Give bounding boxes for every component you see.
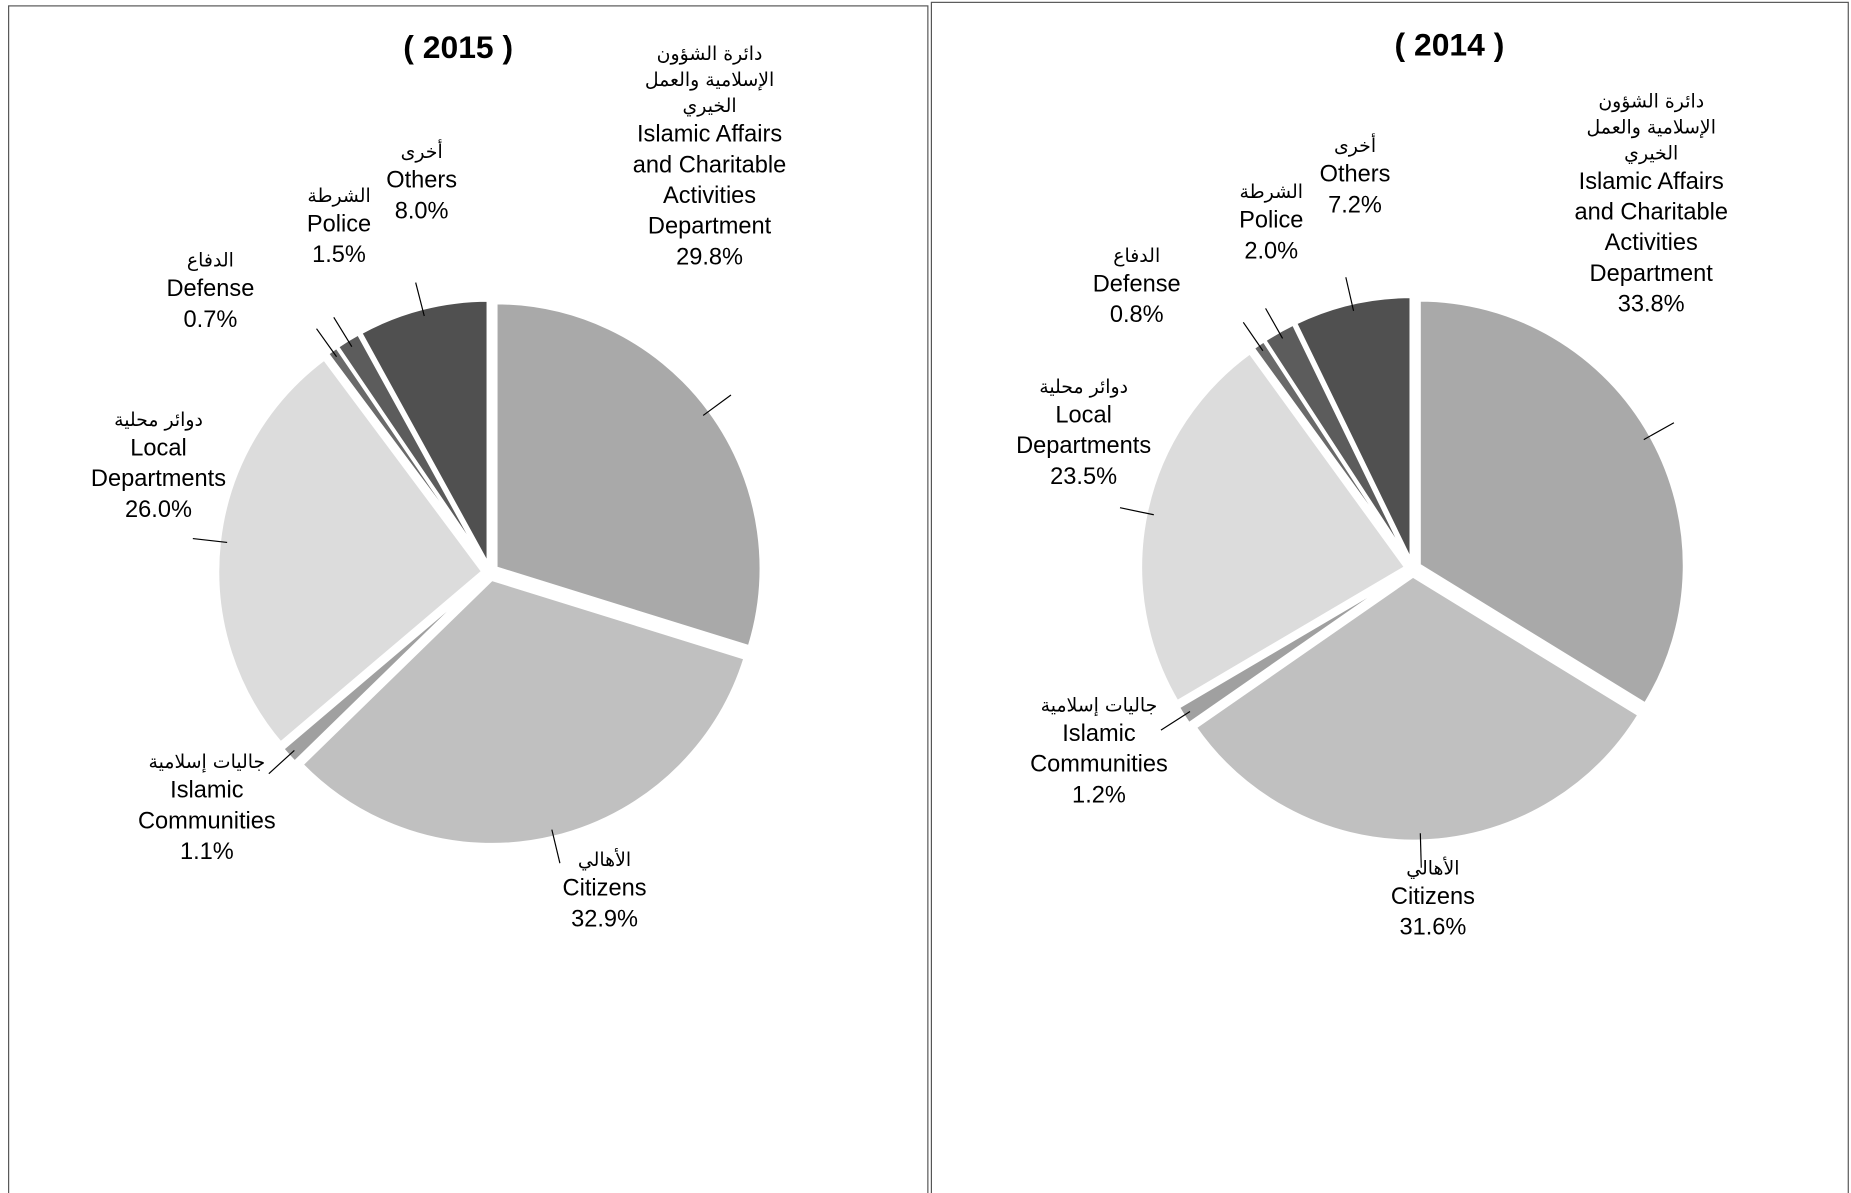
- panel-frame: [8, 5, 929, 1193]
- slice-label-box: الشرطة Police 1.5%: [256, 183, 421, 270]
- value-label: 0.7%: [183, 306, 238, 333]
- slice-label: الشرطة Police 1.5%: [256, 183, 421, 270]
- label-english: Police: [306, 211, 372, 238]
- slice-label: دوائر محلية Local Departments 23.5%: [972, 374, 1196, 492]
- label-arabic: الشرطة: [307, 184, 371, 207]
- label-english: Islamic Communities: [138, 777, 276, 835]
- label-english: Islamic Communities: [1030, 720, 1168, 778]
- label-arabic: دائرة الشؤون الإسلامية والعمل الخيري: [644, 42, 775, 117]
- label-arabic: جاليات إسلامية: [1040, 693, 1158, 717]
- slice-label: جاليات إسلامية Islamic Communities 1.1%: [95, 749, 319, 867]
- value-label: 29.8%: [676, 244, 744, 271]
- label-english: Islamic Affairs and Charitable Activitie…: [632, 121, 787, 240]
- leader-line: [268, 749, 295, 775]
- label-english: Others: [386, 167, 458, 194]
- label-arabic: الدفاع: [1113, 244, 1161, 267]
- label-arabic: أخرى: [400, 140, 443, 163]
- label-english: Islamic Affairs and Charitable Activitie…: [1574, 168, 1728, 287]
- slice-label-box: دائرة الشؤون الإسلامية والعمل الخيريIsla…: [1539, 89, 1763, 320]
- label-english: Police: [1239, 207, 1304, 234]
- label-english: Defense: [1092, 271, 1181, 298]
- label-arabic: الدفاع: [186, 248, 234, 272]
- leader-line: [333, 316, 353, 347]
- slice-label: الشرطة Police 2.0%: [1189, 179, 1354, 266]
- slice-label-box: الدفاع Defense 0.7%: [116, 248, 305, 335]
- slice-label: الدفاع Defense 0.7%: [116, 248, 305, 335]
- slice-label: أخرى Others 7.2%: [1272, 133, 1437, 220]
- slice-label: دائرة الشؤون الإسلامية والعمل الخيري Isla…: [597, 41, 821, 272]
- leader-line: [1119, 507, 1154, 516]
- slice-label-box: جاليات إسلامية Islamic Communities 1.1%: [95, 749, 319, 867]
- slice-label: دوائر محلية Local Departments 26.0%: [46, 407, 270, 525]
- value-label: 8.0%: [394, 198, 449, 225]
- slice-label: الأهالي Citizens 31.6%: [1339, 856, 1528, 943]
- slice-label-box: دوائر محلية Local Departments 23.5%: [972, 374, 1196, 492]
- value-label: 33.8%: [1617, 291, 1685, 318]
- slice-label-box: دائرة الشؤون الإسلامية والعمل الخيريIsla…: [597, 41, 821, 272]
- label-arabic: دائرة الشؤون الإسلامية والعمل الخيري: [1586, 89, 1716, 165]
- label-english: Local Departments: [1016, 402, 1152, 460]
- slice-label-box: جاليات إسلامية Islamic Communities 1.2%: [987, 693, 1211, 811]
- label-arabic: دوائر محلية: [1039, 375, 1129, 398]
- leader-line: [1643, 422, 1675, 441]
- value-label: 26.0%: [125, 496, 192, 523]
- label-arabic: دوائر محلية: [114, 408, 203, 431]
- leader-line: [1419, 833, 1422, 868]
- label-english: Citizens: [1390, 883, 1475, 910]
- leader-line: [1265, 308, 1284, 339]
- label-english: Citizens: [562, 875, 647, 902]
- label-arabic: الأهالي: [1406, 856, 1460, 880]
- slice-label-box: الشرطة Police 2.0%: [1189, 179, 1354, 266]
- panel-frame: [930, 1, 1849, 1193]
- slice-label: جاليات إسلامية Islamic Communities 1.2%: [987, 693, 1211, 811]
- value-label: 23.5%: [1050, 463, 1118, 490]
- label-english: Defense: [166, 276, 255, 303]
- leader-line: [415, 282, 425, 317]
- slice-label-box: دوائر محلية Local Departments 26.0%: [46, 407, 270, 525]
- slice-label: دائرة الشؤون الإسلامية والعمل الخيري Isla…: [1539, 89, 1763, 320]
- slice-label: أخرى Others 8.0%: [339, 139, 504, 226]
- slice-label: الدفاع Defense 0.8%: [1042, 243, 1231, 330]
- value-label: 0.8%: [1109, 302, 1164, 329]
- value-label: 7.2%: [1328, 192, 1382, 219]
- label-english: Local Departments: [90, 435, 227, 493]
- leader-line: [1160, 710, 1191, 731]
- leader-line: [1345, 277, 1355, 312]
- value-label: 32.9%: [571, 906, 638, 933]
- leader-line: [316, 328, 338, 358]
- value-label: 1.1%: [179, 838, 234, 865]
- leader-line: [702, 394, 732, 416]
- slice-label-box: الدفاع Defense 0.8%: [1042, 243, 1231, 330]
- label-arabic: أخرى: [1333, 134, 1377, 157]
- leader-line: [192, 537, 228, 544]
- value-label: 1.2%: [1072, 782, 1126, 809]
- label-arabic: الأهالي: [577, 848, 632, 871]
- leader-line: [1242, 321, 1264, 352]
- chart-title: ( 2014 ): [1395, 27, 1505, 63]
- slice-label-box: الأهالي Citizens 31.6%: [1339, 856, 1528, 943]
- slice-label-box: الأهالي Citizens 32.9%: [510, 847, 699, 934]
- label-arabic: الشرطة: [1239, 180, 1303, 203]
- slice-label: الأهالي Citizens 32.9%: [510, 847, 699, 934]
- label-english: Others: [1319, 161, 1391, 188]
- slice-label-box: أخرى Others 7.2%: [1272, 133, 1437, 220]
- slice-label-box: أخرى Others 8.0%: [339, 139, 504, 226]
- leader-line: [551, 829, 561, 864]
- label-arabic: جاليات إسلامية: [148, 750, 266, 773]
- value-label: 1.5%: [312, 241, 366, 268]
- chart-title: ( 2015 ): [403, 29, 513, 65]
- value-label: 2.0%: [1244, 238, 1299, 265]
- value-label: 31.6%: [1399, 914, 1467, 941]
